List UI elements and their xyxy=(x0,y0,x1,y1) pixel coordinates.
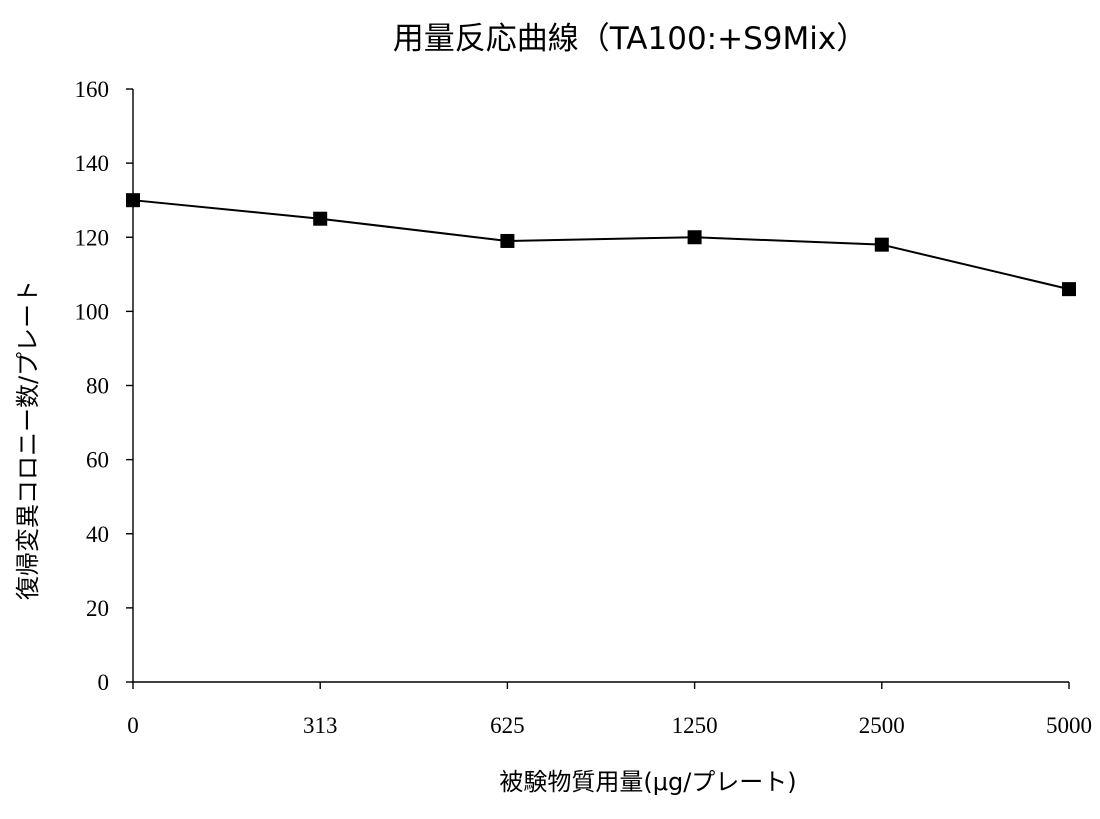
data-point xyxy=(875,238,889,252)
y-tick-label: 100 xyxy=(75,299,110,324)
x-tick-label: 2500 xyxy=(859,713,905,738)
x-tick-label: 5000 xyxy=(1046,713,1092,738)
y-tick-label: 120 xyxy=(75,225,110,250)
x-tick-label: 1250 xyxy=(672,713,718,738)
x-tick-label: 625 xyxy=(490,713,525,738)
y-tick-label: 40 xyxy=(86,522,109,547)
series-line xyxy=(133,200,1069,289)
y-tick-label: 20 xyxy=(86,596,109,621)
y-tick-label: 140 xyxy=(75,151,110,176)
y-tick-label: 80 xyxy=(86,374,109,399)
data-point xyxy=(126,193,140,207)
y-axis-label: 復帰変異コロニー数/プレート xyxy=(14,280,42,600)
y-ticks: 0 20 40 60 80 100 120 140 160 xyxy=(75,77,134,695)
chart-title: 用量反応曲線（TA100:+S9Mix） xyxy=(393,21,867,57)
data-point xyxy=(313,212,327,226)
y-tick-label: 0 xyxy=(98,670,110,695)
axes xyxy=(133,89,1069,682)
series xyxy=(126,193,1076,296)
data-point xyxy=(1062,282,1076,296)
y-tick-label: 160 xyxy=(75,77,110,102)
x-ticks: 0 313 625 1250 2500 5000 xyxy=(127,682,1092,738)
x-tick-label: 313 xyxy=(303,713,338,738)
y-tick-label: 60 xyxy=(86,448,109,473)
data-point xyxy=(688,230,702,244)
x-tick-label: 0 xyxy=(127,713,139,738)
data-point xyxy=(500,234,514,248)
x-axis-label: 被験物質用量(μg/プレート) xyxy=(499,768,796,796)
